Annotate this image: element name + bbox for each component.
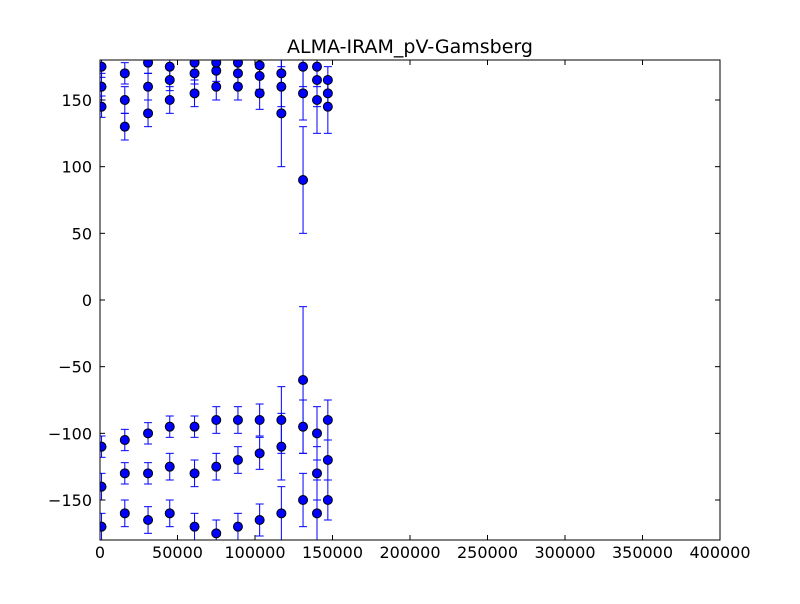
data-point xyxy=(322,415,333,425)
data-point xyxy=(100,481,107,492)
data-point xyxy=(143,515,154,525)
data-point xyxy=(143,60,154,68)
data-point xyxy=(322,101,333,112)
data-point xyxy=(143,468,154,479)
data-point xyxy=(119,95,130,105)
x-tick-label: 0 xyxy=(95,543,105,562)
data-point xyxy=(232,81,243,92)
data-point xyxy=(211,81,222,92)
data-point xyxy=(312,468,322,479)
data-point xyxy=(254,71,265,81)
data-point xyxy=(232,455,243,465)
data-point xyxy=(164,508,175,519)
data-point xyxy=(211,461,222,472)
data-point xyxy=(276,68,287,79)
data-point xyxy=(119,468,130,479)
data-point xyxy=(189,68,200,79)
data-point xyxy=(119,68,130,79)
data-point xyxy=(312,75,322,85)
plot-area xyxy=(100,60,333,540)
y-tick-label: −50 xyxy=(58,358,92,377)
data-point xyxy=(232,521,243,532)
data-point xyxy=(322,75,333,85)
data-point xyxy=(100,61,107,72)
data-point xyxy=(189,421,200,432)
x-tick-label: 100000 xyxy=(224,543,285,562)
axes: 0 50000 100000 150000 200000 250000 300000 3500… xyxy=(48,60,751,562)
data-point xyxy=(100,101,107,112)
data-point xyxy=(164,421,175,432)
data-point xyxy=(189,88,200,99)
data-point xyxy=(298,421,309,432)
x-tick-label: 250000 xyxy=(457,543,518,562)
x-tick-label: 400000 xyxy=(689,543,750,562)
data-point xyxy=(143,108,154,119)
data-point xyxy=(119,508,130,519)
data-point xyxy=(100,441,107,452)
data-point xyxy=(254,60,265,71)
data-point xyxy=(189,60,200,68)
data-point xyxy=(164,461,175,472)
data-point xyxy=(276,415,287,425)
data-point xyxy=(254,515,265,525)
y-tick-label: 50 xyxy=(72,224,92,243)
data-point xyxy=(322,495,333,505)
data-point xyxy=(189,468,200,479)
data-point xyxy=(143,81,154,92)
data-point xyxy=(298,175,309,185)
data-point xyxy=(276,508,287,519)
x-tick-label: 50000 xyxy=(152,543,203,562)
x-tick-label: 350000 xyxy=(612,543,673,562)
data-point xyxy=(298,61,309,72)
data-point xyxy=(119,435,130,445)
y-tick-label: 0 xyxy=(82,291,92,310)
data-point xyxy=(322,455,333,465)
x-tick-label: 150000 xyxy=(302,543,363,562)
data-point xyxy=(164,75,175,85)
data-point xyxy=(232,68,243,79)
y-tick-label: 100 xyxy=(61,158,92,177)
data-point xyxy=(189,521,200,532)
data-point xyxy=(312,95,322,105)
data-point xyxy=(254,448,265,459)
y-tick-label: 150 xyxy=(61,91,92,110)
data-point xyxy=(298,375,309,385)
data-point xyxy=(211,415,222,425)
data-point xyxy=(232,60,243,68)
data-point xyxy=(100,521,107,532)
data-point xyxy=(254,88,265,99)
data-point xyxy=(254,415,265,425)
data-point xyxy=(119,121,130,132)
data-point xyxy=(276,441,287,452)
data-point xyxy=(276,108,287,119)
data-point xyxy=(298,495,309,505)
chart-title: ALMA-IRAM_pV-Gamsberg xyxy=(287,36,533,58)
x-tick-label: 200000 xyxy=(379,543,440,562)
data-point xyxy=(211,528,222,539)
data-point xyxy=(164,95,175,105)
data-point xyxy=(143,428,154,439)
data-point xyxy=(232,415,243,425)
data-point xyxy=(164,61,175,72)
data-point xyxy=(211,60,222,68)
data-point xyxy=(100,81,107,92)
data-point xyxy=(298,88,309,99)
data-point xyxy=(312,508,322,519)
data-point xyxy=(322,88,333,99)
data-point xyxy=(276,81,287,92)
x-tick-label: 300000 xyxy=(534,543,595,562)
y-tick-label: −100 xyxy=(48,424,92,443)
data-point xyxy=(312,61,322,72)
y-tick-label: −150 xyxy=(48,491,92,510)
data-point xyxy=(312,428,322,439)
